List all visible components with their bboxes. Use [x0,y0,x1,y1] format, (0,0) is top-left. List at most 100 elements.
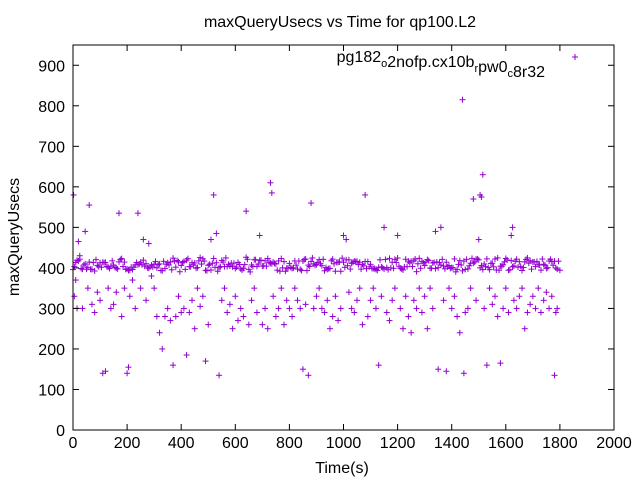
data-point [367,261,374,268]
data-point [464,305,471,312]
data-point [337,305,344,312]
data-point [486,266,493,273]
data-point [175,258,182,265]
data-point [180,305,187,312]
data-point [318,305,325,312]
data-point [247,268,254,275]
data-point [222,254,229,261]
data-point [280,321,287,328]
data-point [329,256,336,263]
data-point [381,224,388,231]
data-point [335,317,342,324]
data-point [359,261,366,268]
data-point [421,262,428,269]
data-point [297,266,304,273]
legend-text-part: 2nofp.cx10b [387,54,474,71]
data-point [167,317,174,324]
data-point [393,259,400,266]
data-point [404,263,411,270]
data-point [374,267,381,274]
data-point [435,264,442,271]
data-point [433,258,440,265]
data-point [400,266,407,273]
data-point [366,263,373,270]
data-point [218,297,225,304]
x-tick-label: 1200 [380,435,416,452]
data-point [120,263,127,270]
data-point [244,256,251,263]
data-point [324,266,331,273]
y-tick-label: 0 [56,423,65,440]
data-point [464,265,471,272]
data-point [474,255,481,262]
data-point [340,232,347,239]
data-point [107,305,114,312]
data-point [280,258,287,265]
data-point [145,240,152,247]
data-point [440,297,447,304]
data-point [471,259,478,266]
data-point [420,260,427,267]
data-point [161,265,168,272]
data-point [435,366,442,373]
legend-text-part: pw0 [478,59,507,76]
data-point [470,260,477,267]
data-point [367,297,374,304]
y-axis-label: maxQueryUsecs [6,178,23,296]
data-point [451,255,458,262]
y-tick-label: 600 [38,180,65,197]
data-point [270,293,277,300]
data-point [186,309,193,316]
x-tick-label: 1600 [488,435,524,452]
data-point [527,301,534,308]
data-point [183,352,190,359]
data-point [500,261,507,268]
data-point [519,285,526,292]
data-point [427,285,434,292]
y-tick-label: 500 [38,220,65,237]
data-point [102,259,109,266]
data-point [310,260,317,267]
data-point [86,202,93,209]
data-point [381,265,388,272]
data-point [71,293,78,300]
data-point [140,257,147,264]
data-point [345,256,352,263]
data-point [405,313,412,320]
data-point [206,261,213,268]
data-point [180,258,187,265]
data-point [389,297,396,304]
data-point [220,259,227,266]
data-point [394,255,401,262]
data-point [514,264,521,271]
data-point [309,254,316,261]
data-point [80,262,87,269]
data-point [451,293,458,300]
data-point [203,267,210,274]
data-point [271,260,278,267]
data-point [213,259,220,266]
data-point [71,263,78,270]
data-point [421,293,428,300]
data-point [159,345,166,352]
data-point [183,257,190,264]
data-point [153,313,160,320]
data-point [259,321,266,328]
data-point [74,257,81,264]
data-point [543,265,550,272]
data-point [475,256,482,263]
data-point [459,267,466,274]
data-point [216,264,223,271]
data-point [207,267,214,274]
data-point [75,238,82,245]
data-point [429,305,436,312]
data-point [364,258,371,265]
data-point [324,297,331,304]
data-point [179,259,186,266]
data-point [486,285,493,292]
data-point [275,305,282,312]
data-point [416,285,423,292]
data-point [455,261,462,268]
data-point [391,256,398,263]
data-point [519,267,526,274]
